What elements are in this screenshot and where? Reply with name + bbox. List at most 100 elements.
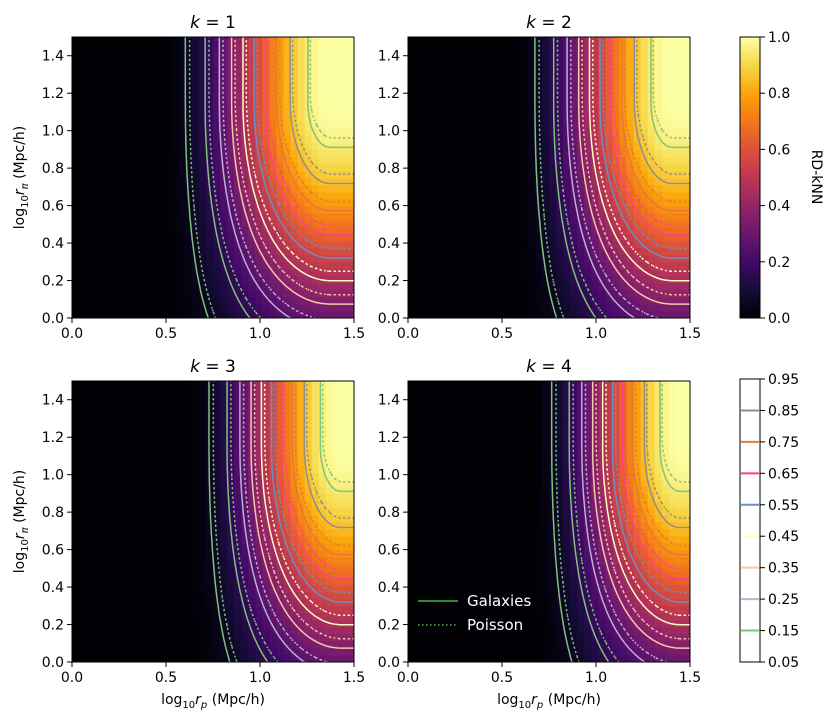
y-tick-label: 0.8 [42, 505, 64, 521]
y-tick-label: 0.6 [378, 543, 400, 559]
x-tick-label: 0.0 [61, 326, 83, 342]
x-tick-label: 0.5 [155, 670, 177, 686]
heatmap-colorbar-tick: 0.8 [768, 86, 790, 102]
x-axis-label: log10rp (Mpc/h) [161, 692, 265, 711]
contour-galaxies-0.45 [601, 381, 690, 626]
y-tick-label: 0.8 [378, 505, 400, 521]
contour-galaxies-0.15 [568, 381, 610, 662]
contour-colorbar-tick: 0.45 [768, 529, 799, 545]
x-tick-label: 0.0 [397, 670, 419, 686]
contour-poisson-0.35 [234, 37, 354, 296]
contour-poisson-0.85 [291, 37, 354, 175]
y-tick-label: 1.4 [42, 393, 64, 409]
contour-poisson-0.65 [283, 381, 354, 571]
legend-label-galaxies: Galaxies [467, 592, 531, 610]
contour-galaxies-0.25 [581, 381, 646, 662]
x-tick-label: 1.5 [679, 670, 701, 686]
contour-galaxies-0.85 [633, 37, 690, 185]
y-tick-label: 0.8 [378, 161, 400, 177]
y-tick-label: 1.0 [378, 124, 400, 140]
y-tick-label: 0.4 [42, 236, 64, 252]
contour-galaxies-0.95 [307, 37, 354, 149]
contour-poisson-0.15 [556, 37, 608, 318]
legend: Galaxies Poisson [418, 592, 531, 634]
panel-frame-k1 [71, 36, 355, 319]
panel-frame-k4 [407, 380, 691, 663]
contour-galaxies-0.15 [552, 37, 597, 318]
contour-poisson-0.95 [309, 37, 354, 139]
contour-poisson-0.85 [636, 37, 690, 175]
y-tick-label: 0.0 [378, 311, 400, 327]
contour-poisson-0.55 [256, 37, 354, 250]
heatmap-k2 [408, 37, 690, 318]
y-tick-label: 0.4 [42, 580, 64, 596]
contour-poisson-0.85 [306, 381, 354, 519]
y-tick-label: 0.0 [42, 311, 64, 327]
y-tick-label: 1.2 [42, 86, 64, 102]
contour-galaxies-0.85 [303, 381, 354, 529]
contour-colorbar-tick: 0.95 [768, 372, 799, 388]
y-tick-label: 0.8 [42, 161, 64, 177]
contours-k3 [208, 381, 354, 662]
y-tick-label: 1.4 [42, 49, 64, 65]
contour-poisson-0.65 [267, 37, 354, 227]
x-tick-label: 1.0 [585, 326, 607, 342]
contour-colorbar-tick: 0.05 [768, 655, 799, 671]
y-axis-label: log10rπ (Mpc/h) [12, 470, 31, 574]
x-tick-label: 1.5 [343, 326, 365, 342]
contour-poisson-0.95 [321, 381, 354, 483]
heatmap-colorbar-tick: 0.6 [768, 142, 790, 158]
y-tick-label: 0.2 [378, 274, 400, 290]
contour-galaxies-0.65 [280, 381, 354, 580]
contour-galaxies-0.35 [591, 381, 690, 649]
y-tick-label: 1.2 [378, 86, 400, 102]
contour-galaxies-0.65 [609, 37, 690, 236]
contour-poisson-0.35 [253, 381, 354, 640]
contour-poisson-0.75 [634, 381, 690, 547]
contour-poisson-0.85 [646, 381, 690, 519]
y-tick-label: 0.4 [378, 580, 400, 596]
contour-poisson-0.25 [242, 381, 328, 662]
panel-title-k2: k = 2 [526, 13, 572, 33]
y-tick-label: 1.2 [42, 430, 64, 446]
heatmap-k4 [408, 381, 690, 662]
contour-poisson-0.15 [572, 381, 620, 662]
contours-k4 [550, 381, 690, 662]
contour-poisson-0.75 [623, 37, 690, 203]
x-tick-label: 0.5 [491, 670, 513, 686]
panel-k2: 0.0 0.5 1.0 1.5 0.0 0.2 0.4 0.6 0.8 1.0 1.2 1.4 k = … [378, 13, 701, 342]
contour-poisson-0.75 [278, 37, 354, 203]
contour-colorbar-tick: 0.75 [768, 435, 799, 451]
panel-frame-k2 [407, 36, 691, 319]
y-tick-label: 1.0 [42, 124, 64, 140]
panel-title-k3: k = 3 [190, 357, 236, 377]
y-tick-label: 0.6 [42, 199, 64, 215]
y-tick-label: 0.2 [42, 274, 64, 290]
x-tick-label: 1.0 [249, 326, 271, 342]
heatmap-k1 [72, 37, 354, 318]
contour-poisson-0.35 [581, 37, 690, 296]
heatmap-colorbar: RD-kNN 0.0 0.2 0.4 0.6 0.8 1.0 [739, 30, 824, 327]
contour-poisson-0.55 [273, 381, 354, 594]
contour-galaxies-0.35 [577, 37, 690, 305]
contour-galaxies-0.35 [230, 37, 354, 305]
contour-galaxies-0.55 [599, 37, 690, 259]
x-tick-label: 1.0 [585, 670, 607, 686]
panels-layer: 0.0 0.5 1.0 1.5 0.0 0.2 0.4 0.6 0.8 1.0 1.2 1.4 k = … [12, 13, 701, 711]
contour-colorbar-frame [739, 378, 761, 663]
y-tick-label: 1.4 [378, 49, 400, 65]
contour-colorbar-tick: 0.85 [768, 403, 799, 419]
y-axis-label: log10rπ (Mpc/h) [12, 126, 31, 230]
contour-poisson-0.25 [222, 37, 316, 318]
contour-poisson-0.25 [570, 37, 659, 318]
contour-galaxies-0.95 [650, 37, 690, 149]
y-tick-label: 1.2 [378, 430, 400, 446]
contour-poisson-0.05 [188, 37, 217, 318]
contours-k2 [534, 37, 690, 318]
y-tick-label: 0.6 [42, 543, 64, 559]
legend-label-poisson: Poisson [467, 616, 523, 634]
x-axis-label: log10rp (Mpc/h) [497, 692, 601, 711]
contour-galaxies-0.05 [184, 37, 210, 318]
contour-galaxies-0.75 [276, 37, 354, 212]
